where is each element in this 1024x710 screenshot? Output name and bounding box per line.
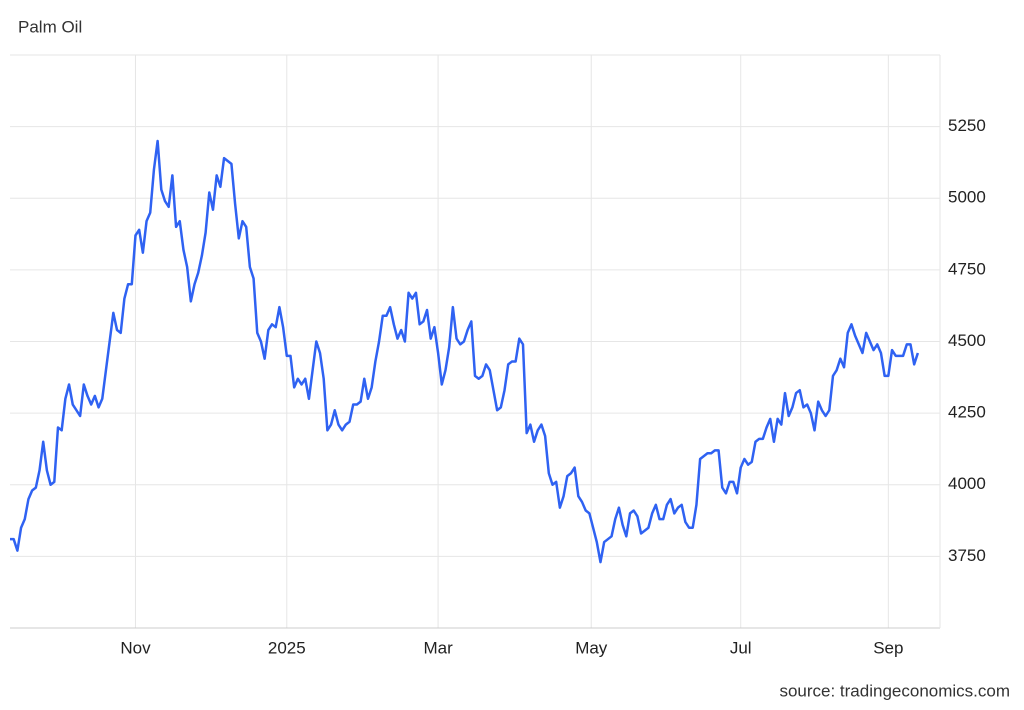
- x-tick-label: Mar: [423, 638, 453, 657]
- source: source: tradingeconomics.com: [779, 681, 1010, 700]
- x-tick-label: 2025: [268, 638, 306, 657]
- y-tick-label: 4500: [948, 331, 986, 350]
- y-tick-label: 4000: [948, 474, 986, 493]
- chart-title: Palm Oil: [18, 17, 82, 36]
- x-tick-label: Jul: [730, 638, 752, 657]
- y-tick-label: 3750: [948, 546, 986, 565]
- y-tick-label: 4250: [948, 403, 986, 422]
- y-tick-label: 4750: [948, 259, 986, 278]
- y-tick-label: 5000: [948, 188, 986, 207]
- price-line: [10, 139, 920, 564]
- x-tick-label: Sep: [873, 638, 903, 657]
- x-tick-label: May: [575, 638, 608, 657]
- x-tick-label: Nov: [120, 638, 151, 657]
- y-tick-label: 5250: [948, 116, 986, 135]
